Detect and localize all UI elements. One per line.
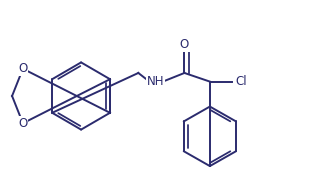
Text: Cl: Cl xyxy=(235,75,247,88)
Text: O: O xyxy=(18,117,28,130)
Text: O: O xyxy=(18,62,28,75)
Text: O: O xyxy=(180,38,189,51)
Text: NH: NH xyxy=(147,75,165,88)
